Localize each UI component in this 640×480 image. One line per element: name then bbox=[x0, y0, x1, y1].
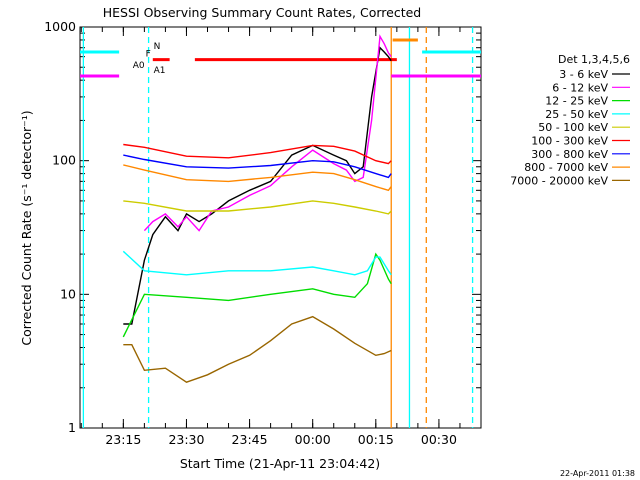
y-tick-label: 1000 bbox=[44, 19, 76, 34]
series-line bbox=[123, 315, 392, 383]
series-line bbox=[122, 250, 392, 276]
y-tick-label: 100 bbox=[52, 153, 76, 168]
y-tick-label: 10 bbox=[60, 286, 76, 301]
x-tick-label: 00:15 bbox=[358, 432, 394, 447]
legend-entry: 25 - 50 keV bbox=[545, 108, 608, 121]
timestamp: 22-Apr-2011 01:38 bbox=[560, 469, 635, 478]
x-tick-label: 23:15 bbox=[105, 432, 141, 447]
legend-entry: 6 - 12 keV bbox=[552, 81, 608, 94]
plot-area bbox=[79, 26, 482, 429]
chart-title: HESSI Observing Summary Count Rates, Cor… bbox=[103, 5, 422, 20]
legend-entry: 50 - 100 keV bbox=[538, 121, 608, 134]
x-tick-label: 00:30 bbox=[421, 432, 457, 447]
marker-label: N bbox=[154, 42, 161, 52]
y-axis-label: Corrected Count Rate (s⁻¹ detector⁻¹) bbox=[19, 110, 34, 345]
legend-entry: 7000 - 20000 keV bbox=[510, 174, 608, 187]
legend-entry: 100 - 300 keV bbox=[531, 135, 608, 148]
count-rate-series bbox=[122, 34, 392, 383]
axis-ticks: 1 10 100 1000 23:15 23:30 23:45 00:00 00:15 00:30 bbox=[44, 19, 482, 447]
series-line bbox=[123, 164, 392, 192]
legend-entry: 12 - 25 keV bbox=[545, 95, 608, 108]
legend-entry: 800 - 7000 keV bbox=[524, 161, 608, 174]
marker-label: F bbox=[146, 50, 151, 60]
x-tick-label: 00:00 bbox=[295, 432, 331, 447]
series-line bbox=[123, 143, 392, 165]
series-line bbox=[143, 34, 392, 232]
x-tick-label: 23:45 bbox=[232, 432, 268, 447]
marker-label: A1 bbox=[154, 66, 166, 76]
legend-entry: 3 - 6 keV bbox=[559, 68, 608, 81]
series-line bbox=[123, 154, 392, 179]
y-tick-label: 1 bbox=[68, 420, 76, 435]
series-line bbox=[123, 46, 392, 325]
legend-title: Det 1,3,4,5,6 bbox=[558, 53, 630, 66]
legend-entry: 300 - 800 keV bbox=[531, 148, 608, 161]
event-lines bbox=[82, 27, 474, 428]
x-axis-label: Start Time (21-Apr-11 23:04:42) bbox=[180, 456, 380, 471]
series-line bbox=[122, 252, 392, 338]
marker-label: A0 bbox=[133, 61, 145, 71]
x-tick-label: 23:30 bbox=[168, 432, 204, 447]
series-line bbox=[123, 200, 392, 215]
